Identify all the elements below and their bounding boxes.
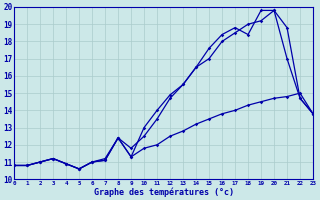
X-axis label: Graphe des températures (°c): Graphe des températures (°c): [93, 187, 234, 197]
